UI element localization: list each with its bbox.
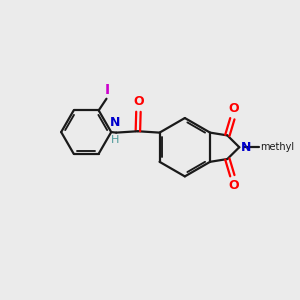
Text: H: H	[111, 135, 119, 146]
Text: I: I	[105, 83, 110, 97]
Text: O: O	[228, 102, 239, 116]
Text: N: N	[241, 141, 251, 154]
Text: methyl: methyl	[260, 142, 295, 152]
Text: O: O	[133, 95, 144, 108]
Text: N: N	[110, 116, 120, 129]
Text: O: O	[228, 179, 239, 192]
